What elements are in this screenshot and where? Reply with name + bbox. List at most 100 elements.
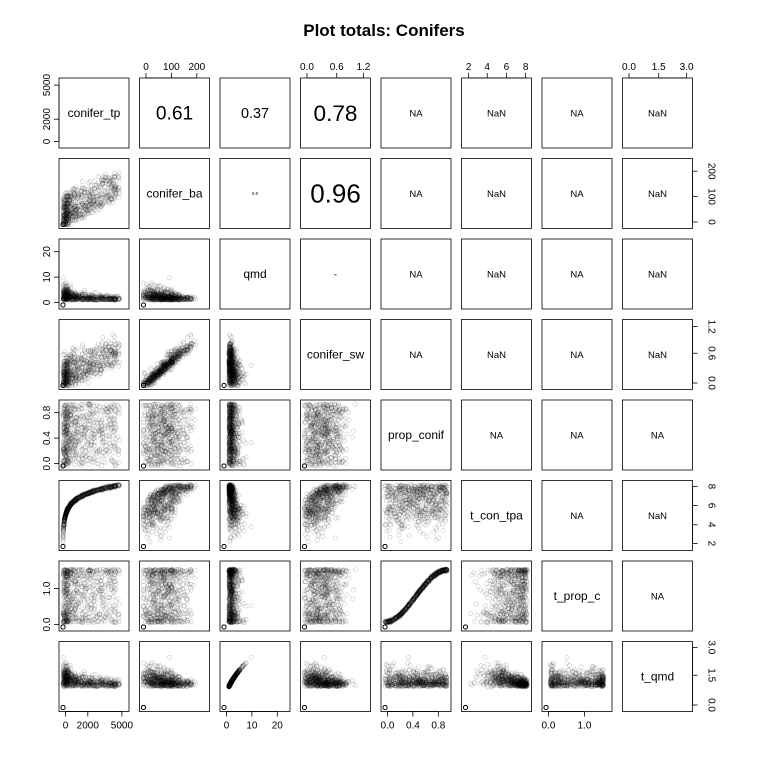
scatter-point xyxy=(77,212,82,218)
panel-1-3: 0.96 xyxy=(300,158,371,229)
scatter-point xyxy=(60,222,66,227)
correlation-label: NaN xyxy=(648,350,667,361)
scatter-point xyxy=(68,211,74,217)
scatter-point xyxy=(141,280,146,286)
scatter-point xyxy=(79,212,85,218)
panel-3-2 xyxy=(219,319,291,390)
panel-2-3: - xyxy=(300,238,371,310)
scatter-point xyxy=(74,207,80,213)
scatter-point xyxy=(106,199,112,205)
scatter-point xyxy=(65,201,71,207)
scatter-point xyxy=(98,203,104,209)
scatter-point xyxy=(74,204,80,210)
scatter-point xyxy=(110,177,116,183)
scatter-point xyxy=(68,191,74,197)
scatter-point xyxy=(87,202,93,208)
scatter-point xyxy=(63,215,69,221)
panel-1-4: NA xyxy=(380,158,452,229)
scatter-point xyxy=(73,198,79,204)
scatter-point xyxy=(63,216,69,222)
scatter-point xyxy=(65,217,71,223)
scatter-point xyxy=(82,206,88,212)
scatter-point xyxy=(65,222,71,227)
scatter-point xyxy=(101,178,106,183)
scatter-point xyxy=(62,217,68,223)
scatter-point xyxy=(90,205,96,210)
scatter-point xyxy=(221,383,227,388)
scatter-point xyxy=(64,216,70,222)
scatter-point xyxy=(75,194,81,200)
scatter-point xyxy=(72,212,78,218)
scatter-point xyxy=(62,222,68,227)
scatter-point xyxy=(60,222,66,227)
scatter-point xyxy=(90,199,96,205)
scatter-point xyxy=(114,186,120,192)
scatter-point xyxy=(107,197,113,202)
scatter-point xyxy=(93,194,99,199)
scatter-point xyxy=(68,204,74,210)
scatter-point xyxy=(66,219,72,225)
scatter-point xyxy=(63,205,69,211)
scatter-point xyxy=(72,205,78,211)
scatter-point xyxy=(73,210,79,216)
scatter-point xyxy=(63,208,69,214)
scatter-point xyxy=(67,197,73,203)
scatter-point xyxy=(60,196,66,202)
scatter-point xyxy=(61,222,66,227)
scatter-point xyxy=(85,461,91,467)
panel-0-7: NaN xyxy=(622,77,693,149)
scatter-point xyxy=(112,188,118,194)
correlation-label: NaN xyxy=(487,269,506,280)
scatter-point xyxy=(62,209,68,214)
scatter-point xyxy=(81,193,87,199)
scatter-point xyxy=(80,341,86,347)
scatter-point xyxy=(64,200,70,206)
scatter-point xyxy=(64,190,70,196)
scatter-point xyxy=(61,215,67,221)
scatter-point xyxy=(61,205,67,211)
scatter-point xyxy=(71,194,77,200)
correlation-label: - xyxy=(334,269,337,280)
scatter-point xyxy=(105,189,111,195)
scatter-point xyxy=(61,213,67,219)
scatter-point xyxy=(62,200,68,206)
scatter-point xyxy=(85,191,91,197)
scatter-point xyxy=(64,220,70,226)
scatter-point xyxy=(101,200,106,206)
scatter-point xyxy=(64,211,69,217)
scatter-point xyxy=(71,196,77,202)
scatter-point xyxy=(71,187,76,193)
scatter-point xyxy=(91,196,97,202)
correlation-label: NaN xyxy=(648,269,667,280)
panel-1-2: 0.0 xyxy=(219,158,291,229)
variable-label: conifer_ba xyxy=(146,187,202,201)
scatter-point xyxy=(61,214,67,220)
scatter-point xyxy=(66,190,72,196)
scatter-point xyxy=(61,208,67,214)
scatter-point xyxy=(61,221,67,226)
scatter-point xyxy=(62,191,68,197)
scatter-point xyxy=(99,194,105,200)
scatter-point xyxy=(93,182,99,188)
scatter-point xyxy=(110,450,116,456)
panel-2-1 xyxy=(139,238,210,310)
scatter-point xyxy=(77,207,83,213)
scatter-point xyxy=(72,204,78,210)
correlation-label: NA xyxy=(570,350,584,361)
scatter-point xyxy=(67,197,73,203)
scatter-point xyxy=(63,206,69,212)
scatter-point xyxy=(86,207,92,213)
scatter-point xyxy=(85,202,91,208)
scatter-point xyxy=(63,213,69,219)
scatter-point xyxy=(92,186,98,192)
scatter-point xyxy=(113,182,119,188)
scatter-point xyxy=(62,206,67,212)
scatter-point xyxy=(60,222,66,227)
panel-0-1: 0.61 xyxy=(139,77,210,149)
scatter-point xyxy=(62,219,68,225)
scatter-point xyxy=(113,185,118,191)
scatter-point xyxy=(109,199,115,205)
scatter-point xyxy=(110,186,116,192)
scatter-point xyxy=(65,198,71,204)
correlation-label: 0.61 xyxy=(156,104,193,125)
